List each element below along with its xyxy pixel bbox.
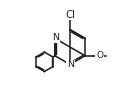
- Text: O: O: [96, 51, 103, 60]
- Text: N: N: [52, 33, 59, 42]
- Text: N: N: [67, 60, 74, 69]
- Text: Cl: Cl: [65, 10, 75, 20]
